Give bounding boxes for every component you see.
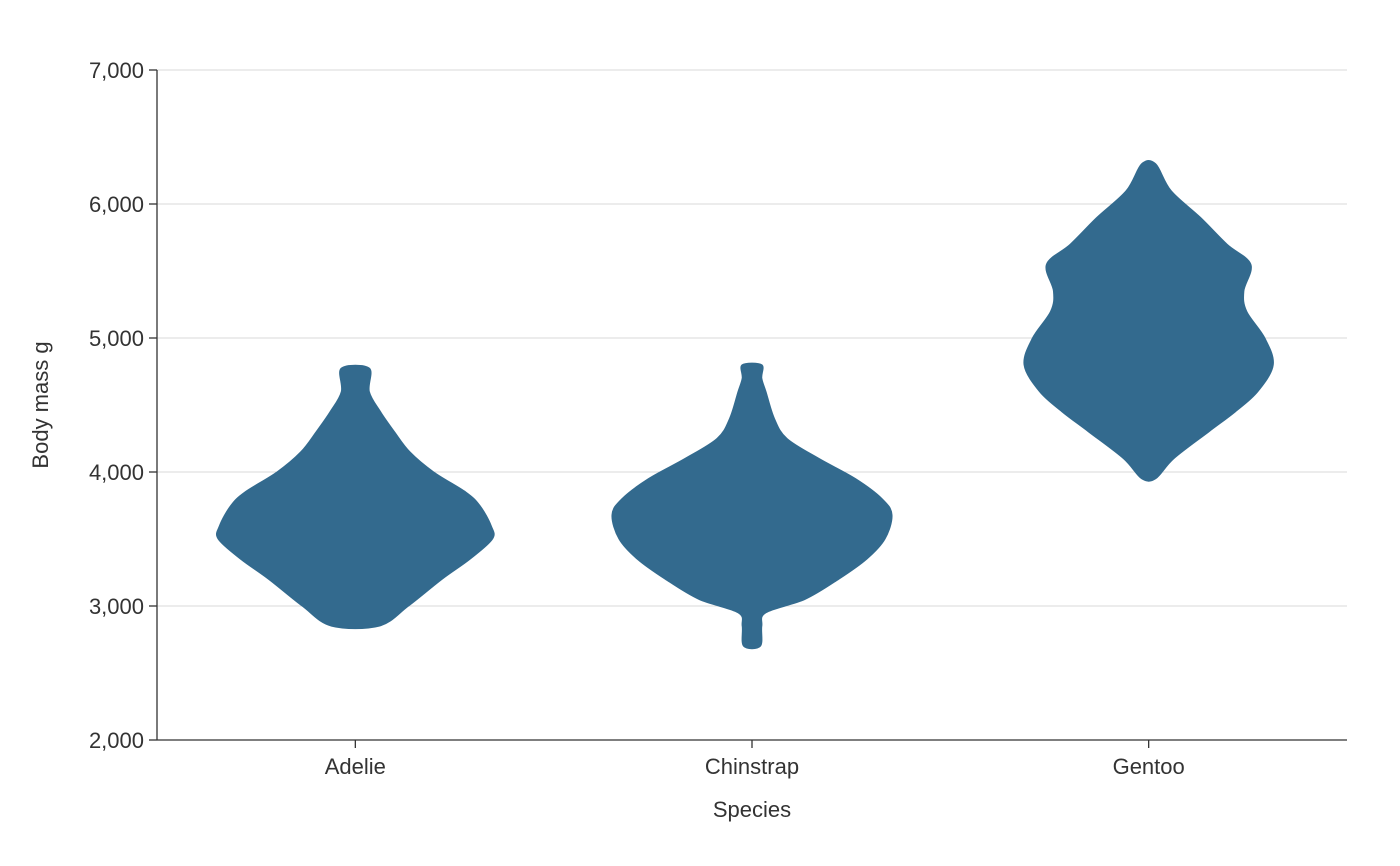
violin-gentoo bbox=[1023, 159, 1274, 482]
y-tick-label: 7,000 bbox=[89, 58, 144, 83]
y-tick-label: 5,000 bbox=[89, 326, 144, 351]
y-tick-label: 3,000 bbox=[89, 594, 144, 619]
x-tick-label: Adelie bbox=[325, 754, 386, 779]
violin-adelie bbox=[215, 364, 495, 630]
y-axis-ticks: 2,000 3,000 4,000 5,000 6,000 7,000 bbox=[89, 58, 157, 753]
y-axis-title: Body mass g bbox=[28, 341, 53, 468]
violin-chinstrap bbox=[611, 362, 893, 650]
x-tick-label: Gentoo bbox=[1113, 754, 1185, 779]
y-tick-label: 6,000 bbox=[89, 192, 144, 217]
y-tick-label: 2,000 bbox=[89, 728, 144, 753]
violin-series bbox=[215, 159, 1274, 650]
x-tick-label: Chinstrap bbox=[705, 754, 799, 779]
x-axis-ticks: Adelie Chinstrap Gentoo bbox=[325, 740, 1185, 779]
y-tick-label: 4,000 bbox=[89, 460, 144, 485]
x-axis-title: Species bbox=[713, 797, 791, 822]
